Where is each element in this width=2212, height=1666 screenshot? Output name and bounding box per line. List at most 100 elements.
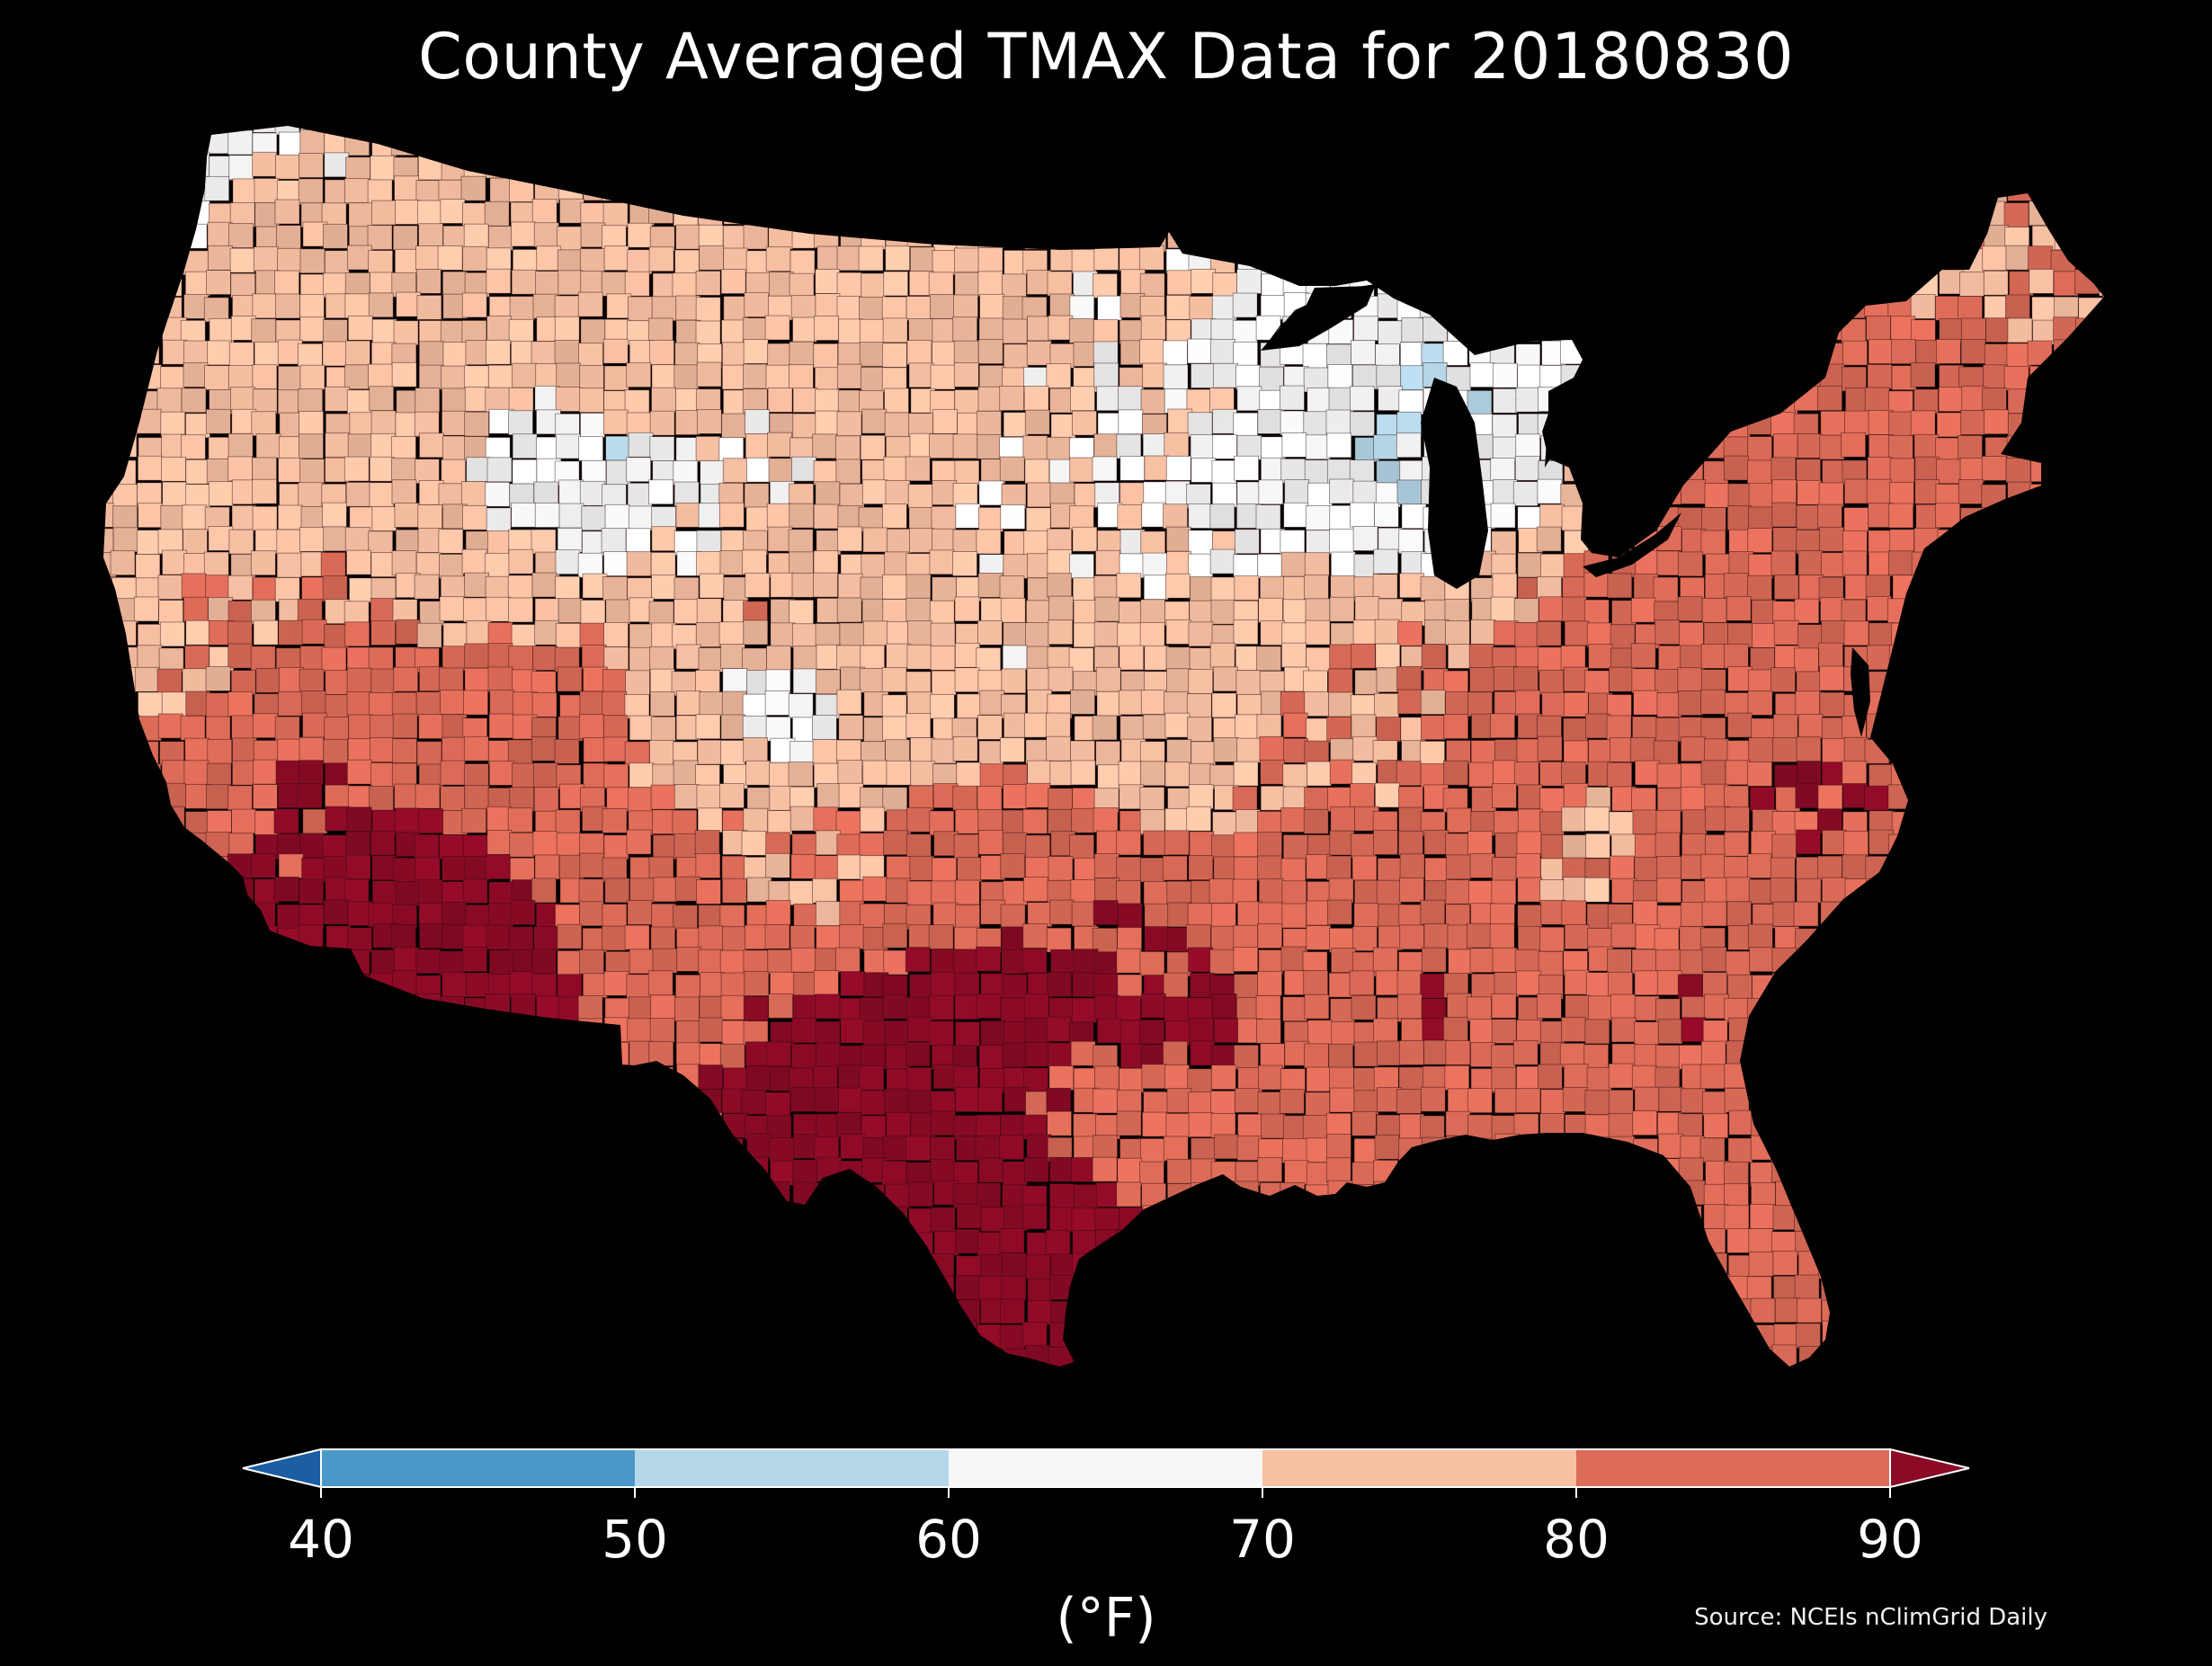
county-cell [1889,529,1915,555]
county-cell [1467,996,1493,1022]
county-cell [1186,693,1212,718]
county-cell [602,1301,629,1327]
county-cell [441,1368,465,1392]
county-cell [255,433,281,459]
county-cell [746,156,771,180]
county-cell [1211,993,1237,1019]
county-cell [1494,1370,1518,1394]
county-cell [674,249,700,275]
county-cell [1493,1322,1518,1347]
county-cell [103,245,117,272]
county-cell [344,1067,370,1093]
county-cell [1351,1110,1377,1136]
county-cell [532,1324,558,1350]
county-cell [1629,226,1655,252]
county-cell [1399,107,1423,131]
county-cell [1564,969,1590,995]
county-cell [1677,596,1703,622]
county-cell [206,1180,232,1206]
county-cell [2097,880,2104,906]
county-cell [1609,811,1634,837]
county-cell [2097,1226,2104,1252]
county-cell [1118,126,1144,136]
county-cell [205,1018,231,1043]
county-cell [745,457,772,483]
county-cell [1562,1160,1588,1186]
county-cell [906,221,932,247]
county-cell [975,174,1001,200]
county-cell [1933,996,1959,1022]
county-cell [671,1323,697,1349]
county-cell [184,1277,210,1303]
county-cell [769,971,795,997]
county-cell [906,806,932,833]
county-cell [1516,970,1541,996]
county-cell [162,481,188,507]
county-cell [909,855,935,881]
county-cell [1747,409,1772,435]
county-cell [2030,457,2056,483]
county-cell [1678,226,1704,252]
county-cell [1584,713,1610,739]
county-cell [602,715,629,741]
county-cell [1843,1205,1869,1231]
county-cell [1446,854,1471,880]
county-cell [1257,923,1283,949]
county-cell [2007,503,2033,529]
county-cell [1959,458,1985,483]
county-cell [1655,809,1681,835]
county-cell [533,130,557,155]
county-cell [533,222,559,248]
county-cell [2102,366,2104,392]
county-cell [1704,483,1730,508]
county-cell [882,155,906,179]
county-cell [1352,225,1378,251]
county-cell [1866,316,1891,341]
county-cell [532,646,558,671]
county-cell [1678,129,1704,155]
county-cell [274,1133,300,1159]
county-cell [1677,507,1703,532]
county-cell [1842,1040,1869,1066]
county-cell [2076,1208,2102,1234]
county-cell [1211,129,1235,154]
county-cell [1981,129,2007,156]
county-cell [648,1066,673,1092]
county-cell [792,202,818,228]
county-cell [111,1182,137,1208]
county-cell [1256,1019,1281,1044]
county-cell [1096,1368,1120,1393]
county-cell [346,667,372,693]
county-cell [581,1296,607,1323]
county-cell [1747,436,1772,461]
county-cell [1257,855,1282,881]
county-cell [1655,1045,1681,1070]
county-cell [1516,152,1542,178]
county-cell [2051,126,2077,130]
county-cell [1869,971,1895,997]
county-cell [1164,996,1190,1022]
county-cell [1329,644,1355,670]
county-cell [2008,949,2034,976]
county-cell [2077,130,2103,156]
county-cell [579,852,605,878]
county-cell [1958,1206,1984,1232]
county-cell [299,833,326,859]
county-cell [1654,928,1680,954]
county-cell [2052,175,2077,200]
county-cell [1563,1371,1587,1395]
county-cell [253,759,278,785]
county-cell [649,740,674,765]
county-cell [745,128,771,154]
county-cell [1888,671,1914,697]
county-cell [462,924,488,950]
county-cell [1233,619,1259,645]
county-cell [1002,1042,1028,1068]
county-cell [417,879,443,905]
county-cell [133,1158,159,1184]
county-cell [1563,717,1589,744]
county-cell [369,1251,395,1277]
county-cell [1234,1226,1260,1252]
county-cell [1422,1136,1447,1163]
county-cell [1585,154,1610,180]
